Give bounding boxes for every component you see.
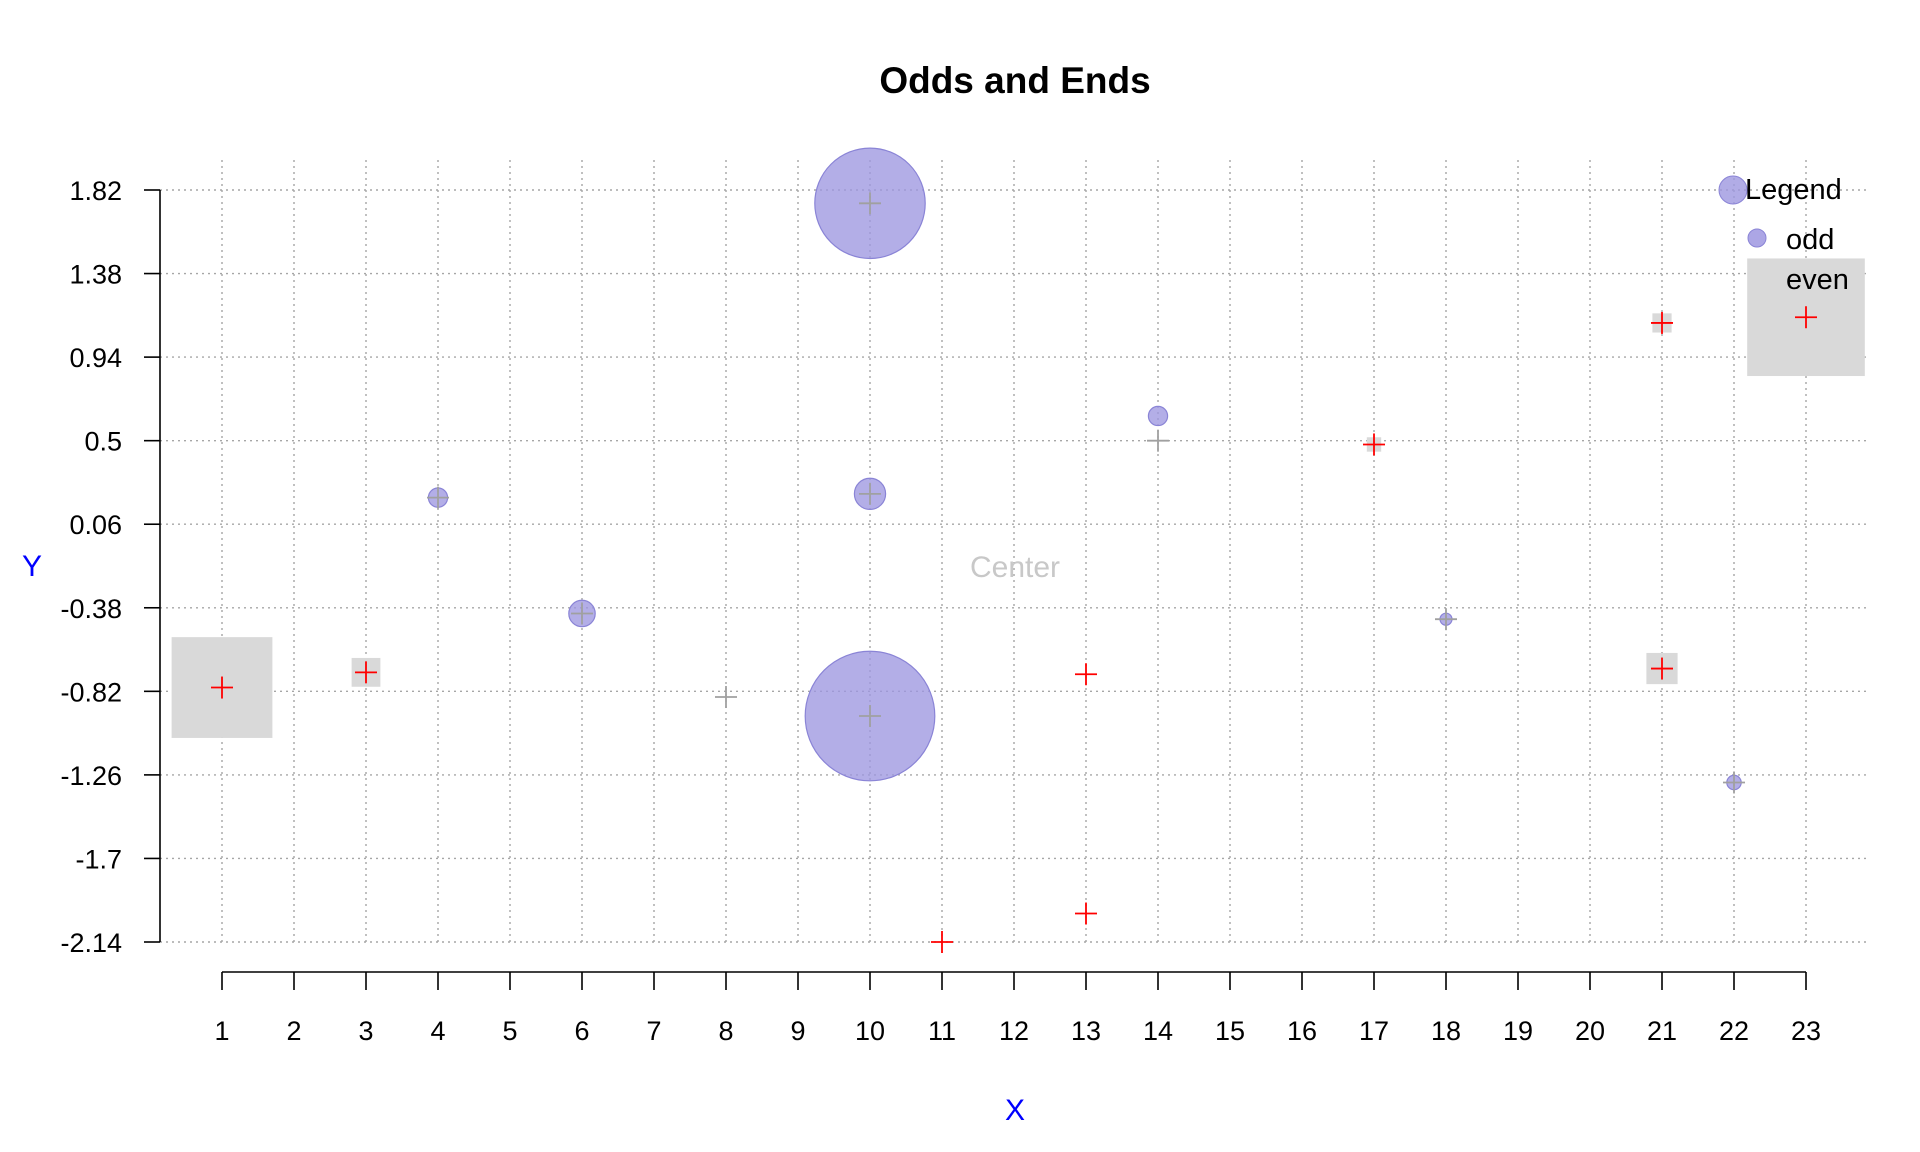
y-tick-label: -1.26 (60, 761, 122, 791)
x-tick-label: 4 (430, 1016, 445, 1046)
legend-even-swatch (1749, 270, 1766, 287)
center-annotation: Center (970, 551, 1060, 584)
y-tick-label: 0.94 (69, 343, 122, 373)
plain-cross (1723, 771, 1745, 794)
x-axis-title: X (1005, 1094, 1025, 1127)
x-tick-label: 3 (358, 1016, 373, 1046)
plain-cross (715, 686, 737, 709)
x-tick-label: 7 (646, 1016, 661, 1046)
plain-cross (1147, 429, 1169, 452)
axes: 1.82 1.38 0.94 0.5 0.06 -0.38 -0.82 -1.26 -1.7 -2… (60, 176, 1821, 1046)
plain-cross (859, 482, 881, 505)
highlight-cross (355, 661, 377, 684)
legend-title-swatch (1718, 175, 1748, 205)
plain-cross (427, 486, 449, 509)
plain-cross (859, 705, 881, 728)
x-tick-label: 6 (574, 1016, 589, 1046)
x-tick-label: 18 (1431, 1016, 1461, 1046)
x-tick-label: 16 (1287, 1016, 1317, 1046)
highlight-cross (1651, 311, 1673, 334)
data-marks (171, 147, 1865, 953)
x-tick-label: 11 (928, 1016, 956, 1046)
x-tick-label: 22 (1719, 1016, 1749, 1046)
legend-entry-even: even (1786, 264, 1849, 296)
y-tick-label: 1.38 (69, 260, 122, 290)
y-tick-label: 0.06 (69, 510, 122, 540)
x-tick-label: 21 (1647, 1016, 1677, 1046)
x-tick-label: 10 (855, 1016, 885, 1046)
x-tick-label: 8 (718, 1016, 733, 1046)
x-tick-label: 14 (1143, 1016, 1173, 1046)
legend-title: Legend (1745, 174, 1842, 206)
y-axis-title: Y (22, 550, 42, 583)
x-tick-label: 2 (286, 1016, 301, 1046)
x-tick-label: 12 (999, 1016, 1029, 1046)
odd-point (1147, 405, 1169, 427)
y-tick-label: 1.82 (69, 176, 122, 206)
highlight-cross (1075, 663, 1097, 686)
x-tick-label: 9 (790, 1016, 805, 1046)
x-tick-label: 1 (214, 1016, 229, 1046)
highlight-cross (931, 931, 953, 953)
x-tick-label: 20 (1575, 1016, 1605, 1046)
highlight-cross (1363, 433, 1385, 456)
y-axis-ticks: 1.82 1.38 0.94 0.5 0.06 -0.38 -0.82 -1.26 -1.7 -2… (60, 176, 160, 958)
x-tick-label: 19 (1503, 1016, 1533, 1046)
legend-odd-swatch (1747, 228, 1767, 248)
x-tick-label: 23 (1791, 1016, 1821, 1046)
legend: Legend odd even (1718, 174, 1849, 296)
y-tick-label: -0.82 (60, 677, 122, 707)
plain-cross (1435, 608, 1457, 631)
highlight-cross (1795, 306, 1817, 329)
x-axis-ticks: 1 2 3 4 5 6 7 8 9 10 11 12 13 14 15 16 17 18 19 20 21 22 23 (214, 972, 1821, 1046)
grid (160, 160, 1870, 943)
legend-entry-odd: odd (1786, 224, 1834, 256)
chart-title: Odds and Ends (879, 60, 1150, 101)
y-tick-label: -0.38 (60, 594, 122, 624)
y-tick-label: -1.7 (75, 844, 122, 874)
plain-cross (859, 192, 881, 215)
x-tick-label: 17 (1359, 1016, 1389, 1046)
highlight-cross (211, 676, 233, 699)
x-tick-label: 5 (502, 1016, 517, 1046)
y-tick-label: 0.5 (84, 427, 122, 457)
highlight-cross (1075, 902, 1097, 925)
highlight-cross (1651, 657, 1673, 680)
x-tick-label: 15 (1215, 1016, 1245, 1046)
plain-cross (571, 602, 593, 625)
x-tick-label: 13 (1071, 1016, 1101, 1046)
y-tick-label: -2.14 (60, 928, 122, 958)
